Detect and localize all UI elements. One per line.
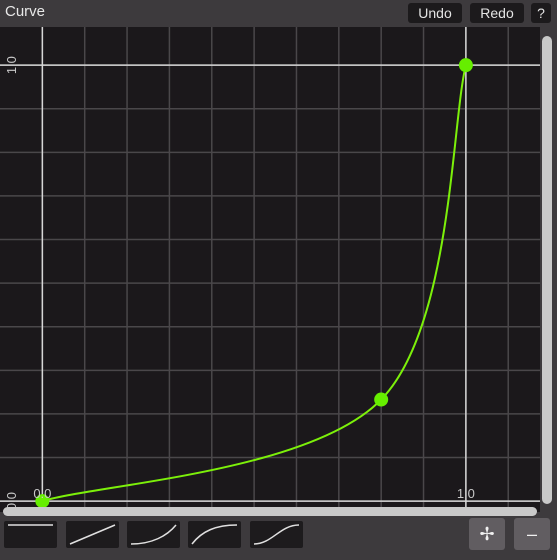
preset-flat-icon (8, 524, 53, 526)
curve-graph-svg[interactable]: 0.0 1.0 0.0 1.0 (0, 27, 540, 512)
control-point-2[interactable] (458, 58, 473, 73)
redo-button[interactable]: Redo (470, 3, 524, 23)
remove-point-button[interactable]: – (514, 518, 550, 550)
preset-ease-in-button[interactable] (127, 521, 180, 548)
curve-editor-header: Curve Undo Redo ? (0, 0, 557, 26)
panel-title: Curve (5, 3, 46, 20)
grid-minor-lines (0, 27, 540, 512)
y-tick-label: 0.0 (4, 492, 19, 510)
preset-ease-in-out-button[interactable] (250, 521, 303, 548)
preset-ease-in-out-icon (253, 524, 300, 545)
vertical-scrollbar[interactable] (541, 32, 553, 507)
control-point-0[interactable] (35, 494, 50, 509)
preset-ease-out-button[interactable] (188, 521, 241, 548)
preset-ease-out-icon (191, 524, 238, 545)
control-points (35, 58, 473, 509)
preset-ease-in-icon (130, 524, 177, 545)
x-tick-label: 0.0 (33, 486, 51, 501)
control-point-1[interactable] (374, 392, 389, 407)
preset-linear-icon (69, 524, 116, 545)
curve-graph[interactable]: 0.0 1.0 0.0 1.0 (0, 27, 540, 512)
preset-flat-button[interactable] (4, 521, 57, 548)
undo-button[interactable]: Undo (408, 3, 462, 23)
horizontal-scrollbar[interactable] (0, 506, 540, 518)
preset-linear-button[interactable] (66, 521, 119, 548)
y-tick-label: 1.0 (4, 56, 19, 74)
horizontal-scrollbar-thumb[interactable] (3, 507, 537, 516)
axis-labels: 0.0 1.0 0.0 1.0 (4, 56, 475, 510)
x-tick-label: 1.0 (457, 486, 475, 501)
vertical-scrollbar-thumb[interactable] (542, 36, 552, 504)
grid-major-lines (0, 27, 540, 512)
add-point-button[interactable]: ✢ (469, 518, 505, 550)
help-button[interactable]: ? (531, 3, 551, 23)
